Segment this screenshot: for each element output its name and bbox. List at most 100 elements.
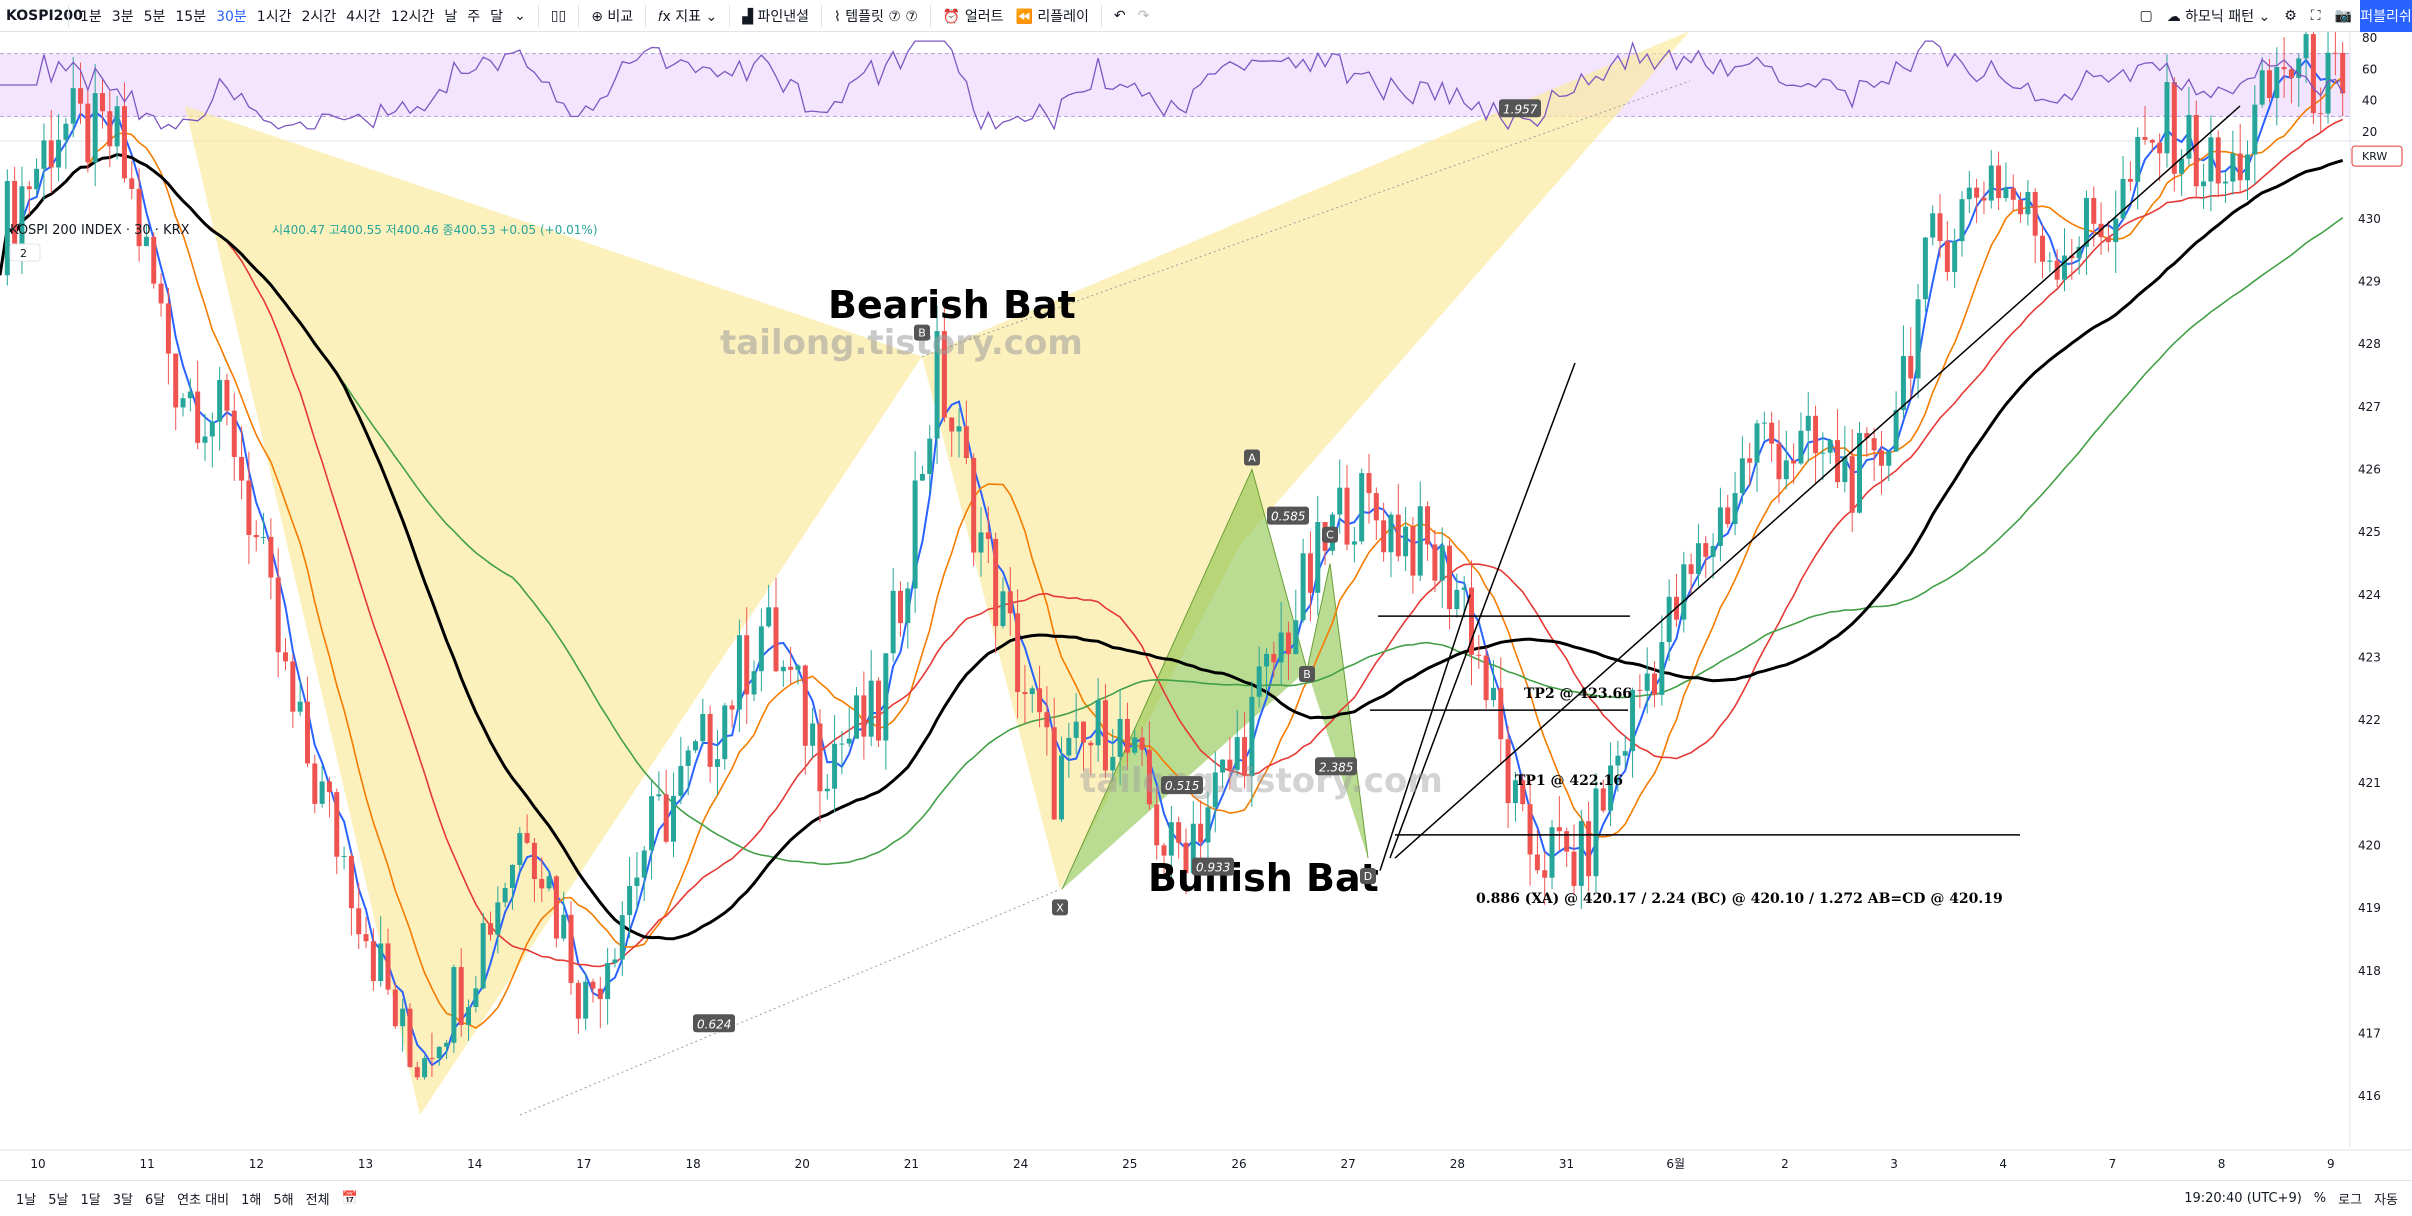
- candle-body: [949, 417, 955, 432]
- interval-11[interactable]: 달: [490, 8, 504, 25]
- x-tick-label: 24: [1013, 1157, 1028, 1171]
- candle-body: [736, 635, 742, 710]
- candle-body: [85, 103, 91, 163]
- range-2[interactable]: 1달: [80, 1193, 101, 1208]
- camera-icon[interactable]: 📷: [2334, 8, 2352, 24]
- log-toggle[interactable]: 로그: [2338, 1193, 2363, 1208]
- candle-body: [722, 705, 728, 760]
- candle-body: [1037, 688, 1043, 713]
- candle-body: [1264, 653, 1270, 667]
- bearish-bat-wing: [922, 32, 1689, 890]
- candle-body: [751, 671, 757, 695]
- candle-body: [2018, 199, 2024, 215]
- candle-body: [1132, 737, 1138, 753]
- candle-body: [1117, 718, 1123, 757]
- candle-body: [839, 743, 845, 745]
- candle-body: [1183, 842, 1189, 874]
- candle-body: [78, 88, 84, 104]
- candle-body: [1820, 452, 1826, 454]
- interval-5[interactable]: 1시간: [256, 8, 292, 25]
- rsi-tick-label: 40: [2362, 94, 2377, 108]
- range-7[interactable]: 5해: [273, 1193, 294, 1208]
- chevron-down-icon[interactable]: ⌄: [514, 7, 526, 24]
- chart-type-icon[interactable]: ▯▯: [550, 7, 567, 24]
- replay-button[interactable]: ⏪ 리플레이: [1015, 8, 1089, 25]
- interval-3[interactable]: 15분: [175, 8, 207, 25]
- interval-8[interactable]: 12시간: [390, 8, 435, 25]
- candle-body: [2208, 137, 2214, 182]
- range-8[interactable]: 전체: [305, 1193, 330, 1208]
- auto-toggle[interactable]: 자동: [2374, 1193, 2398, 1208]
- pine-button[interactable]: ▟ 파인낸셜: [742, 8, 809, 25]
- candle-body: [2252, 104, 2258, 155]
- y-tick-label: 423: [2358, 651, 2381, 665]
- candle-body: [4, 181, 10, 276]
- candle-body: [744, 635, 750, 695]
- candle-body: [319, 781, 325, 804]
- candle-body: [692, 741, 698, 751]
- interval-7[interactable]: 4시간: [346, 8, 381, 25]
- publish-button[interactable]: 퍼블리쉬: [2360, 0, 2412, 32]
- candle-body: [2266, 70, 2272, 99]
- divider: [729, 4, 731, 27]
- alert-button[interactable]: ⏰ 얼러트: [942, 8, 1004, 25]
- candle-body: [1600, 788, 1606, 811]
- range-5[interactable]: 연초 대비: [177, 1193, 230, 1208]
- interval-0[interactable]: 1분: [80, 8, 102, 25]
- y-tick-label: 420: [2358, 839, 2381, 853]
- ratio-label-box: [1315, 757, 1357, 776]
- candle-body: [531, 842, 537, 880]
- bearish-xb-line: [921, 80, 1691, 358]
- candle-body: [934, 331, 940, 439]
- ratio-label-box: [1192, 857, 1234, 876]
- candle-body: [2120, 178, 2126, 219]
- interval-10[interactable]: 주: [467, 8, 481, 25]
- harmonic-button[interactable]: ☁ 하모닉 패턴 ⌄: [2166, 9, 2271, 25]
- interval-9[interactable]: 날: [444, 8, 458, 25]
- candle-body: [1080, 721, 1086, 743]
- fullscreen-icon[interactable]: ⛶: [2310, 8, 2321, 24]
- candle-body: [1168, 822, 1174, 856]
- compare-button[interactable]: ⊕ 비교: [591, 8, 634, 25]
- candle-body: [1835, 440, 1841, 483]
- candle-body: [758, 626, 764, 672]
- templates-button[interactable]: ⌇ 템플릿 ⑦ ⑦: [833, 8, 918, 25]
- candle-body: [883, 653, 889, 741]
- interval-2[interactable]: 5분: [143, 8, 166, 25]
- candle-body: [1908, 356, 1914, 379]
- interval-1[interactable]: 3분: [111, 8, 134, 25]
- candle-body: [378, 943, 384, 982]
- candle-body: [1827, 440, 1833, 453]
- rsi-tick-label: 80: [2362, 32, 2377, 45]
- symbol-search[interactable]: KOSPI200: [6, 7, 83, 24]
- candle-body: [444, 1042, 450, 1047]
- calendar-icon[interactable]: 📅: [341, 1191, 358, 1206]
- chart-canvas[interactable]: 4314304294284274264254244234224214204194…: [0, 32, 2412, 1180]
- candle-body: [2076, 246, 2082, 259]
- candle-body: [63, 123, 69, 140]
- candle-body: [1102, 700, 1108, 771]
- x-tick-label: 17: [576, 1157, 591, 1171]
- gear-icon[interactable]: ⚙: [2284, 8, 2297, 24]
- interval-4[interactable]: 30분: [216, 8, 247, 25]
- candle-body: [1791, 460, 1797, 464]
- percent-toggle[interactable]: %: [2313, 1191, 2327, 1206]
- indicators-button[interactable]: 𝑓x 지표 ⌄: [658, 8, 718, 25]
- candle-body: [1549, 827, 1555, 878]
- interval-6[interactable]: 2시간: [301, 8, 337, 25]
- layout-icon[interactable]: ▢: [2139, 8, 2153, 24]
- range-4[interactable]: 6달: [144, 1193, 166, 1208]
- undo-icon[interactable]: ↶: [1113, 7, 1126, 24]
- candle-body: [2310, 34, 2316, 114]
- candle-body: [1681, 564, 1687, 620]
- candle-body: [1886, 451, 1892, 466]
- bullish-xd-line: [519, 888, 1061, 1116]
- range-0[interactable]: 1날: [16, 1193, 37, 1208]
- range-3[interactable]: 3달: [112, 1193, 133, 1208]
- redo-icon[interactable]: ↷: [1137, 7, 1150, 24]
- range-6[interactable]: 1해: [241, 1193, 262, 1208]
- candle-body: [663, 794, 669, 842]
- candle-body: [927, 438, 933, 474]
- candle-body: [1710, 545, 1716, 557]
- range-1[interactable]: 5날: [48, 1193, 69, 1208]
